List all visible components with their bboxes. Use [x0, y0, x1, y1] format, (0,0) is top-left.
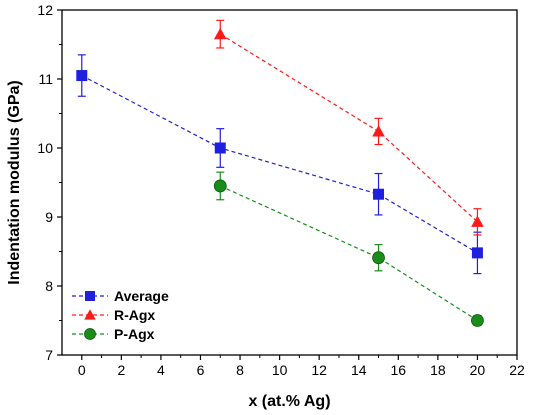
series-line	[219, 33, 478, 223]
square-marker	[76, 70, 88, 82]
y-tick-label: 11	[38, 71, 53, 87]
circle-marker	[213, 179, 227, 193]
series-r-agx	[213, 19, 484, 236]
x-tick-label: 18	[430, 362, 446, 378]
triangle-marker	[213, 27, 227, 40]
triangle-marker	[84, 309, 96, 320]
y-tick-label: 7	[45, 347, 53, 363]
x-tick-label: 20	[470, 362, 486, 378]
circle-marker	[471, 314, 484, 327]
triangle-marker	[471, 215, 484, 227]
square-marker	[214, 142, 226, 154]
series-layer	[76, 19, 484, 327]
legend-label: R-Agx	[114, 307, 155, 323]
x-tick-label: 10	[272, 362, 288, 378]
square-marker	[373, 188, 385, 200]
series-line	[81, 75, 478, 254]
legend-item: Average	[72, 288, 169, 304]
series-average	[76, 54, 483, 275]
x-axis-title: x (at.% Ag)	[248, 393, 330, 410]
square-marker	[471, 247, 483, 259]
y-axis-title: Indentation modulus (GPa)	[6, 80, 23, 284]
axes: 0 2 4 6 8 10 12 14 16 18 20 22 7 8 9 10 11 12	[37, 2, 525, 378]
circle-marker	[372, 251, 385, 265]
y-tick-label: 10	[37, 140, 53, 156]
y-tick-label: 8	[45, 278, 53, 294]
x-tick-label: 2	[117, 362, 125, 378]
series-line	[220, 185, 478, 322]
x-tick-label: 8	[236, 362, 244, 378]
x-tick-label: 4	[157, 362, 165, 378]
legend-label: P-Agx	[114, 326, 155, 342]
series-p-agx	[213, 171, 484, 327]
legend-item: R-Agx	[72, 307, 155, 323]
triangle-marker	[372, 125, 385, 137]
x-tick-label: 0	[78, 362, 86, 378]
x-tick-label: 22	[509, 362, 525, 378]
y-tick-label: 12	[37, 2, 53, 18]
legend: Average R-Agx P-Agx	[72, 288, 169, 342]
x-tick-label: 12	[311, 362, 327, 378]
legend-label: Average	[114, 288, 169, 304]
x-tick-label: 14	[351, 362, 367, 378]
legend-item: P-Agx	[72, 326, 155, 342]
square-marker	[85, 291, 95, 301]
circle-marker	[84, 328, 96, 340]
x-tick-label: 6	[197, 362, 205, 378]
x-tick-label: 16	[391, 362, 407, 378]
y-tick-label: 9	[45, 209, 53, 225]
